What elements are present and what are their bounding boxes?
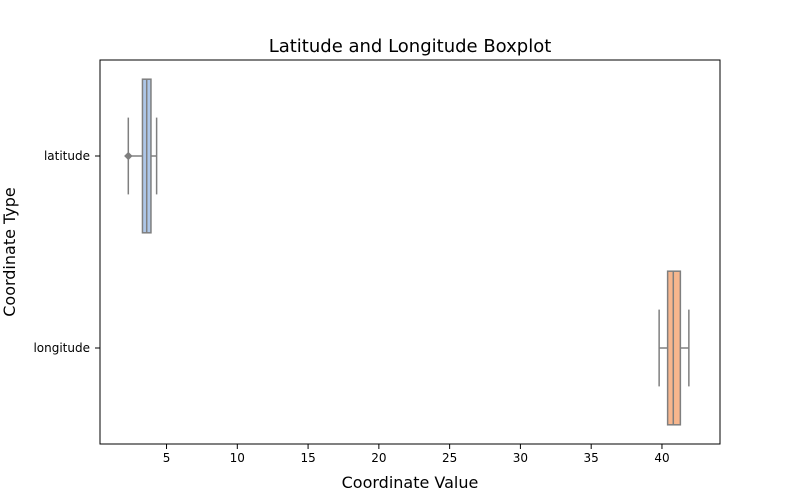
x-tick-label-35: 35 — [584, 451, 599, 465]
y-tick-label-longitude: longitude — [33, 341, 90, 355]
x-tick-label-20: 20 — [371, 451, 386, 465]
y-axis: latitude longitude — [33, 149, 100, 355]
x-axis: 5 10 15 20 25 30 35 40 — [163, 444, 670, 465]
chart-title: Latitude and Longitude Boxplot — [269, 36, 552, 57]
plot-area — [99, 59, 721, 445]
x-tick-label-5: 5 — [163, 451, 171, 465]
x-tick-label-10: 10 — [230, 451, 245, 465]
x-axis-label: Coordinate Value — [342, 473, 479, 492]
outlier-latitude-0 — [124, 151, 133, 161]
y-tick-label-latitude: latitude — [44, 149, 90, 163]
x-tick-label-30: 30 — [513, 451, 528, 465]
x-tick-label-15: 15 — [300, 451, 315, 465]
box-latitude — [124, 78, 158, 234]
y-axis-label: Coordinate Type — [0, 187, 19, 317]
box-longitude — [658, 270, 690, 426]
x-tick-label-25: 25 — [442, 451, 457, 465]
boxes-layer — [124, 78, 690, 426]
x-tick-label-40: 40 — [654, 451, 669, 465]
